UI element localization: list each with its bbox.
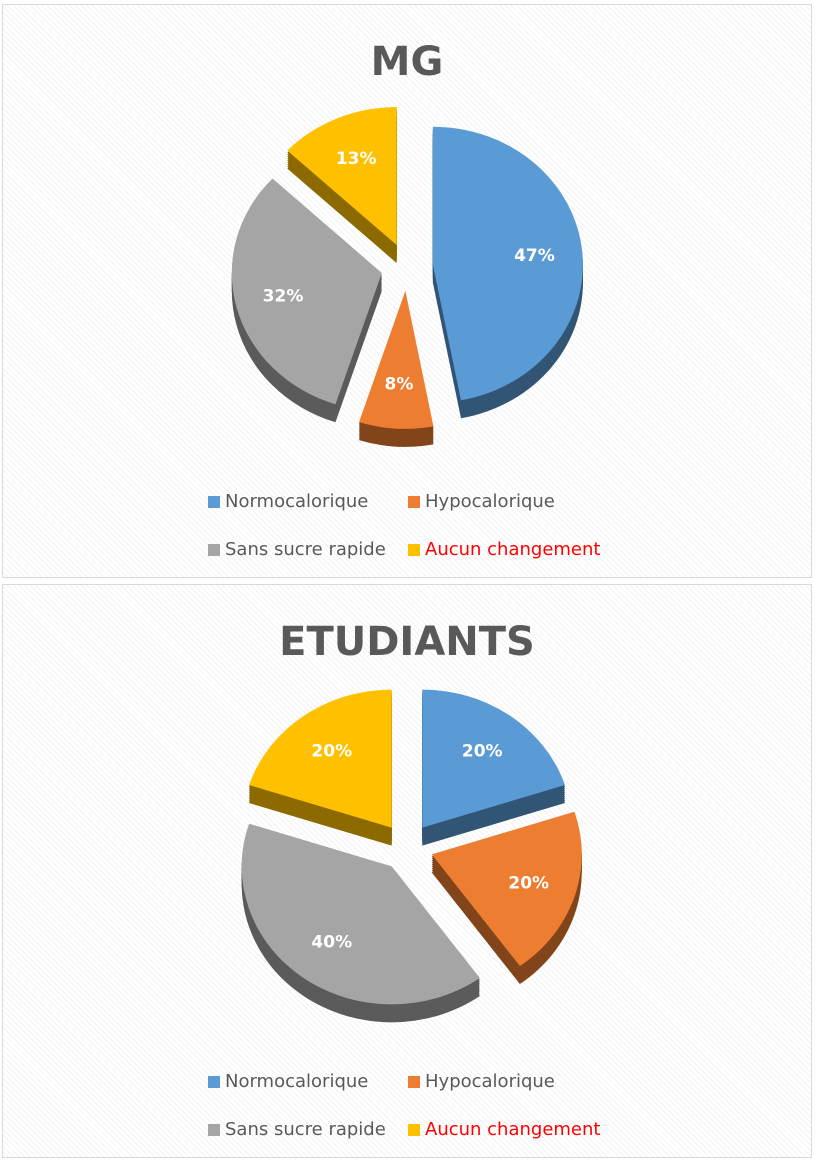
legend-swatch xyxy=(208,1076,220,1088)
slice xyxy=(287,107,397,246)
data-label: 20% xyxy=(311,742,352,762)
legend-label: Aucun changement xyxy=(425,1119,600,1140)
legend-swatch xyxy=(208,544,220,556)
slice xyxy=(359,290,434,429)
slice xyxy=(249,689,392,828)
legend-label: Normocalorique xyxy=(225,491,368,512)
chart: ETUDIANTS 20% 20% 40% 20% Normocalorique Hypoc… xyxy=(208,619,600,1140)
legend-label: Aucun changement xyxy=(425,539,600,560)
slice xyxy=(432,126,583,401)
chart-title: ETUDIANTS xyxy=(279,619,535,665)
legend-label: Hypocalorique xyxy=(425,491,555,512)
legend-label: Hypocalorique xyxy=(425,1071,555,1092)
legend-swatch xyxy=(408,1124,420,1136)
legend-label: Sans sucre rapide xyxy=(225,539,386,560)
data-label: 20% xyxy=(462,742,503,762)
data-label: 8% xyxy=(385,375,414,395)
data-label: 40% xyxy=(311,932,352,952)
data-label: 47% xyxy=(514,246,555,266)
slice xyxy=(431,811,582,967)
chart-panel: MG 47% 8% 32% 13% Normocalorique Hypocalorique… xyxy=(2,4,812,578)
legend-label: Sans sucre rapide xyxy=(225,1119,386,1140)
data-label: 20% xyxy=(508,873,549,893)
chart: MG 47% 8% 32% 13% Normocalorique Hypocalorique… xyxy=(208,39,600,560)
chart-panel: ETUDIANTS 20% 20% 40% 20% Normocalorique Hypoc… xyxy=(2,584,812,1158)
data-label: 13% xyxy=(336,149,377,169)
legend-swatch xyxy=(208,496,220,508)
legend-swatch xyxy=(208,1124,220,1136)
slice xyxy=(231,178,382,405)
legend-swatch xyxy=(408,496,420,508)
slice xyxy=(422,689,565,828)
data-label: 32% xyxy=(263,286,304,306)
slice xyxy=(241,823,480,1005)
legend-label: Normocalorique xyxy=(225,1071,368,1092)
legend-swatch xyxy=(408,1076,420,1088)
legend-swatch xyxy=(408,544,420,556)
chart-title: MG xyxy=(371,39,444,85)
